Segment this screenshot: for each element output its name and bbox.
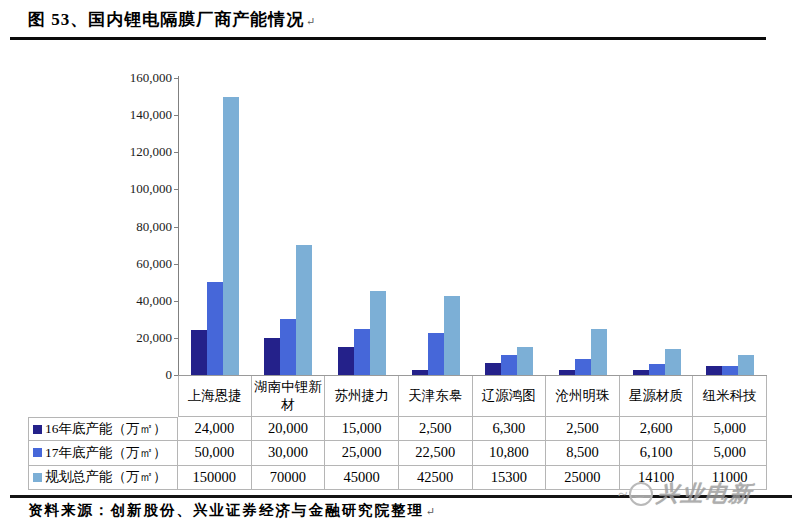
bar-series1-cat6	[649, 364, 665, 375]
bar-series1-cat4	[501, 355, 517, 375]
legend-swatch-icon	[33, 473, 42, 482]
y-tick-label: 100,000	[12, 182, 172, 196]
y-tick-label: 80,000	[12, 220, 172, 234]
table-value-s2-c2: 45000	[325, 466, 399, 490]
bar-series0-cat4	[485, 363, 501, 375]
bar-group-2	[325, 78, 399, 375]
table-value-s0-c7: 5,000	[693, 417, 767, 441]
source-note: 资料来源：创新股份、兴业证券经济与金融研究院整理↵	[28, 501, 437, 520]
bar-group-6	[620, 78, 694, 375]
bar-series0-cat2	[338, 347, 354, 375]
paragraph-mark-icon: ↵	[426, 505, 437, 517]
paragraph-mark-icon: ↵	[306, 15, 316, 27]
bar-series0-cat7	[706, 366, 722, 375]
table-value-s1-c6: 6,100	[620, 441, 694, 465]
bar-group-7	[693, 78, 767, 375]
title-divider	[10, 37, 766, 40]
y-tick-label: 0	[12, 368, 172, 382]
figure-53-capacity-chart: 图 53、国内锂电隔膜厂商产能情况↵ 020,00040,00060,00080…	[0, 0, 800, 529]
category-label-7: 纽米科技	[693, 376, 767, 417]
legend-swatch-icon	[33, 425, 42, 434]
table-value-s2-c1: 70000	[252, 466, 326, 490]
bar-series2-cat2	[370, 291, 386, 375]
series-legend-row-1: 17年底产能（万㎡）	[28, 441, 178, 465]
bar-group-5	[546, 78, 620, 375]
table-value-s2-c4: 15300	[473, 466, 547, 490]
category-label-0: 上海恩捷	[178, 376, 252, 417]
bar-series2-cat1	[296, 245, 312, 375]
table-value-s1-c2: 25,000	[325, 441, 399, 465]
y-tick-label: 40,000	[12, 294, 172, 308]
legend-swatch-icon	[33, 448, 42, 457]
table-value-s1-c5: 8,500	[546, 441, 620, 465]
table-value-s0-c6: 2,600	[620, 417, 694, 441]
category-label-3: 天津东皋	[399, 376, 473, 417]
bar-series2-cat3	[444, 296, 460, 375]
table-value-s0-c3: 2,500	[399, 417, 473, 441]
bar-series2-cat4	[517, 347, 533, 375]
table-value-s2-c0: 150000	[178, 466, 252, 490]
table-value-s1-c7: 5,000	[693, 441, 767, 465]
table-value-s0-c1: 20,000	[252, 417, 326, 441]
bar-group-0	[178, 78, 252, 375]
series-name: 规划总产能（万㎡）	[45, 468, 167, 486]
y-tick-label: 120,000	[12, 145, 172, 159]
table-value-s2-c5: 25000	[546, 466, 620, 490]
category-label-1: 湖南中锂新材	[252, 376, 326, 417]
y-tick-label: 160,000	[12, 71, 172, 85]
table-value-s0-c5: 2,500	[546, 417, 620, 441]
table-value-s2-c3: 42500	[399, 466, 473, 490]
series-name: 17年底产能（万㎡）	[45, 444, 167, 462]
figure-title: 图 53、国内锂电隔膜厂商产能情况↵	[28, 8, 316, 31]
figure-title-text: 图 53、国内锂电隔膜厂商产能情况	[28, 10, 304, 29]
watermark: ~ 兴业电新	[618, 479, 753, 509]
table-value-s1-c3: 22,500	[399, 441, 473, 465]
watermark-squiggle: ~	[617, 483, 630, 505]
y-tick-label: 60,000	[12, 257, 172, 271]
table-value-s0-c4: 6,300	[473, 417, 547, 441]
bar-group-3	[399, 78, 473, 375]
series-name: 16年底产能（万㎡）	[45, 420, 167, 438]
bar-series0-cat0	[191, 330, 207, 375]
bar-series1-cat5	[575, 359, 591, 375]
source-note-text: 资料来源：创新股份、兴业证券经济与金融研究院整理	[28, 502, 424, 518]
bar-group-1	[252, 78, 326, 375]
watermark-text: 兴业电新	[655, 479, 754, 509]
category-label-6: 星源材质	[620, 376, 694, 417]
bar-series1-cat1	[280, 319, 296, 375]
bar-series1-cat3	[428, 333, 444, 375]
table-value-s0-c0: 24,000	[178, 417, 252, 441]
bar-series2-cat0	[223, 97, 239, 375]
bar-series2-cat6	[665, 349, 681, 375]
table-value-s1-c1: 30,000	[252, 441, 326, 465]
table-value-s0-c2: 15,000	[325, 417, 399, 441]
watermark-logo-icon	[629, 482, 653, 506]
category-label-5: 沧州明珠	[546, 376, 620, 417]
bar-series1-cat7	[722, 366, 738, 375]
table-value-s1-c4: 10,800	[473, 441, 547, 465]
bar-series2-cat7	[738, 355, 754, 375]
series-legend-row-2: 规划总产能（万㎡）	[28, 466, 178, 490]
y-tick-label: 140,000	[12, 108, 172, 122]
bar-series1-cat2	[354, 329, 370, 375]
table-value-s1-c0: 50,000	[178, 441, 252, 465]
series-legend-row-0: 16年底产能（万㎡）	[28, 417, 178, 441]
bar-series1-cat0	[207, 282, 223, 375]
bar-group-4	[473, 78, 547, 375]
y-tick-label: 20,000	[12, 331, 172, 345]
bar-series2-cat5	[591, 329, 607, 375]
category-label-4: 辽源鸿图	[473, 376, 547, 417]
bar-series0-cat1	[264, 338, 280, 375]
category-label-2: 苏州捷力	[325, 376, 399, 417]
